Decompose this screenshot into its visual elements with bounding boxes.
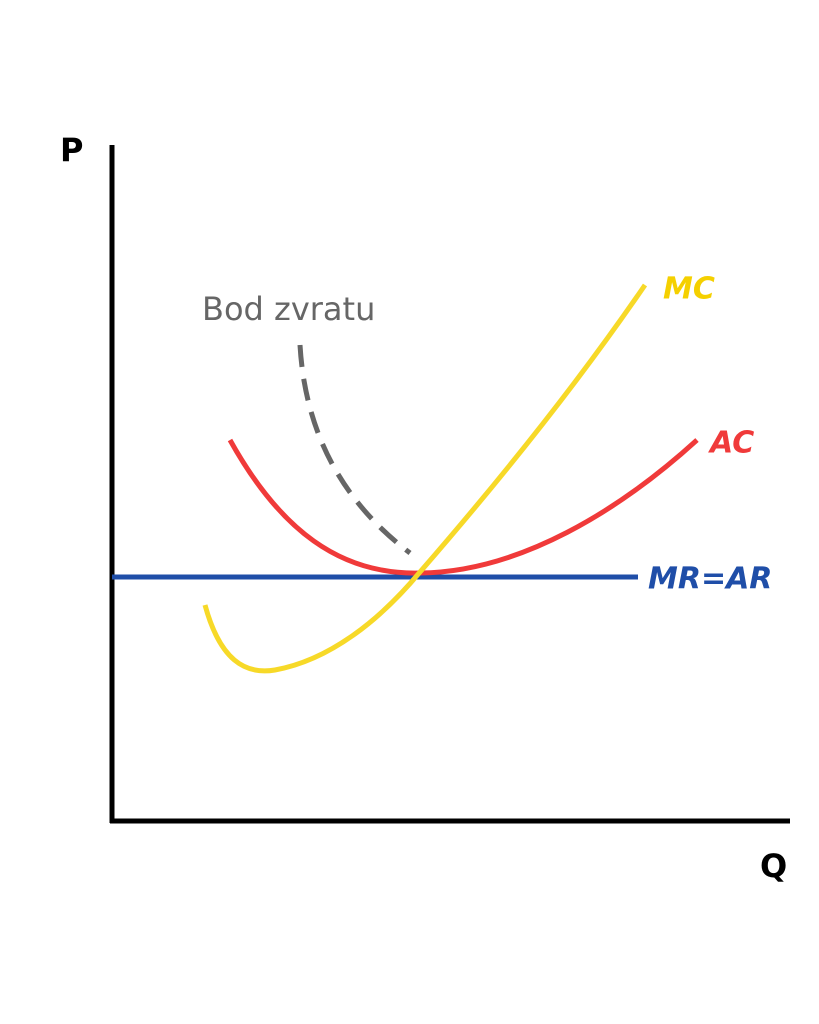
x-axis-label: Q [760, 847, 787, 885]
mc-label: MC [663, 272, 715, 307]
annotation: Bod zvratu [202, 290, 375, 328]
y-axis-label: P [60, 131, 83, 169]
mr-ar-label: MR=AR [648, 562, 772, 597]
annotation-pointer [297, 344, 412, 555]
ac-label: AC [708, 426, 754, 461]
mc-curve [202, 283, 648, 674]
ac-curve [227, 438, 699, 576]
